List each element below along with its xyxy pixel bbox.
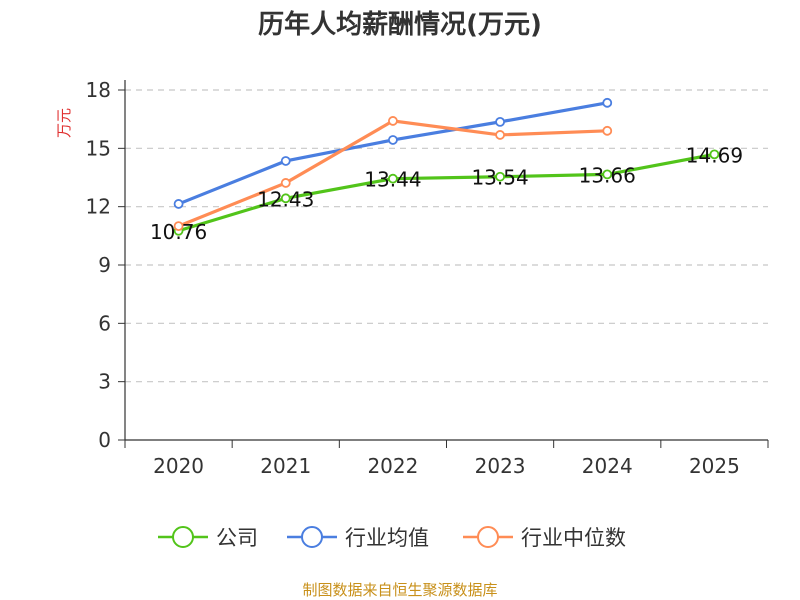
legend-label: 行业中位数 xyxy=(521,526,626,550)
data-point xyxy=(388,135,398,145)
legend-marker xyxy=(477,526,499,548)
data-point xyxy=(173,221,184,232)
x-tick-label: 2020 xyxy=(153,454,204,478)
data-label: 14.69 xyxy=(686,143,743,167)
y-tick-label: 6 xyxy=(98,311,111,335)
data-point xyxy=(709,149,720,160)
chart-title: 历年人均薪酬情况(万元) xyxy=(258,9,542,40)
data-label: 12.43 xyxy=(257,187,314,211)
y-tick-label: 18 xyxy=(86,78,111,102)
legend-marker xyxy=(172,526,194,548)
data-label: 13.44 xyxy=(364,168,421,192)
data-point xyxy=(495,130,505,140)
data-point xyxy=(495,116,505,127)
data-point xyxy=(602,125,613,136)
x-tick-label: 2025 xyxy=(689,454,740,478)
x-tick-label: 2024 xyxy=(582,454,633,478)
y-axis-label: 万元 xyxy=(55,108,73,138)
legend-label: 公司 xyxy=(216,526,258,550)
x-tick-label: 2021 xyxy=(260,454,311,478)
data-point xyxy=(280,193,291,204)
data-label: 13.54 xyxy=(471,166,528,190)
series-line-公司 xyxy=(178,152,715,233)
x-tick-label: 2023 xyxy=(475,454,526,478)
data-point xyxy=(495,171,505,182)
data-point xyxy=(173,199,184,209)
data-label: 10.76 xyxy=(150,220,207,244)
data-point xyxy=(388,116,398,126)
legend-marker xyxy=(301,526,323,548)
y-tick-label: 9 xyxy=(98,253,111,277)
legend-label: 行业均值 xyxy=(345,526,429,550)
source-note: 制图数据来自恒生聚源数据库 xyxy=(302,581,497,599)
data-point xyxy=(602,97,613,108)
y-tick-label: 12 xyxy=(86,195,111,219)
data-point xyxy=(280,156,291,166)
data-point xyxy=(602,169,613,180)
y-tick-label: 15 xyxy=(86,136,111,160)
data-point xyxy=(280,178,291,188)
y-tick-label: 0 xyxy=(98,428,111,452)
data-point xyxy=(388,173,398,184)
y-tick-label: 3 xyxy=(98,370,111,394)
x-tick-label: 2022 xyxy=(367,454,418,478)
data-label: 13.66 xyxy=(579,163,636,187)
